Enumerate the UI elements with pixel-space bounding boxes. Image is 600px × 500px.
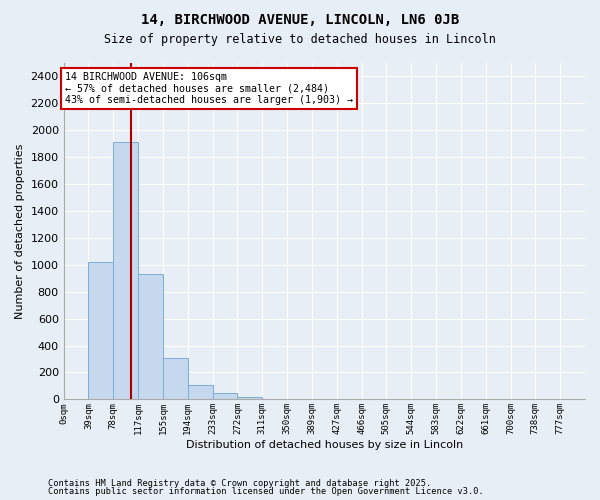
Bar [188, 386, 212, 400]
Bar [238, 396, 262, 400]
Text: Size of property relative to detached houses in Lincoln: Size of property relative to detached ho… [104, 32, 496, 46]
Text: Contains public sector information licensed under the Open Government Licence v3: Contains public sector information licen… [48, 488, 484, 496]
Bar [113, 142, 138, 400]
Bar [163, 358, 188, 400]
Y-axis label: Number of detached properties: Number of detached properties [15, 144, 25, 318]
Bar [212, 392, 238, 400]
Text: Contains HM Land Registry data © Crown copyright and database right 2025.: Contains HM Land Registry data © Crown c… [48, 478, 431, 488]
X-axis label: Distribution of detached houses by size in Lincoln: Distribution of detached houses by size … [186, 440, 463, 450]
Text: 14 BIRCHWOOD AVENUE: 106sqm
← 57% of detached houses are smaller (2,484)
43% of : 14 BIRCHWOOD AVENUE: 106sqm ← 57% of det… [65, 72, 353, 105]
Text: 14, BIRCHWOOD AVENUE, LINCOLN, LN6 0JB: 14, BIRCHWOOD AVENUE, LINCOLN, LN6 0JB [141, 12, 459, 26]
Bar [88, 262, 113, 400]
Bar [138, 274, 163, 400]
